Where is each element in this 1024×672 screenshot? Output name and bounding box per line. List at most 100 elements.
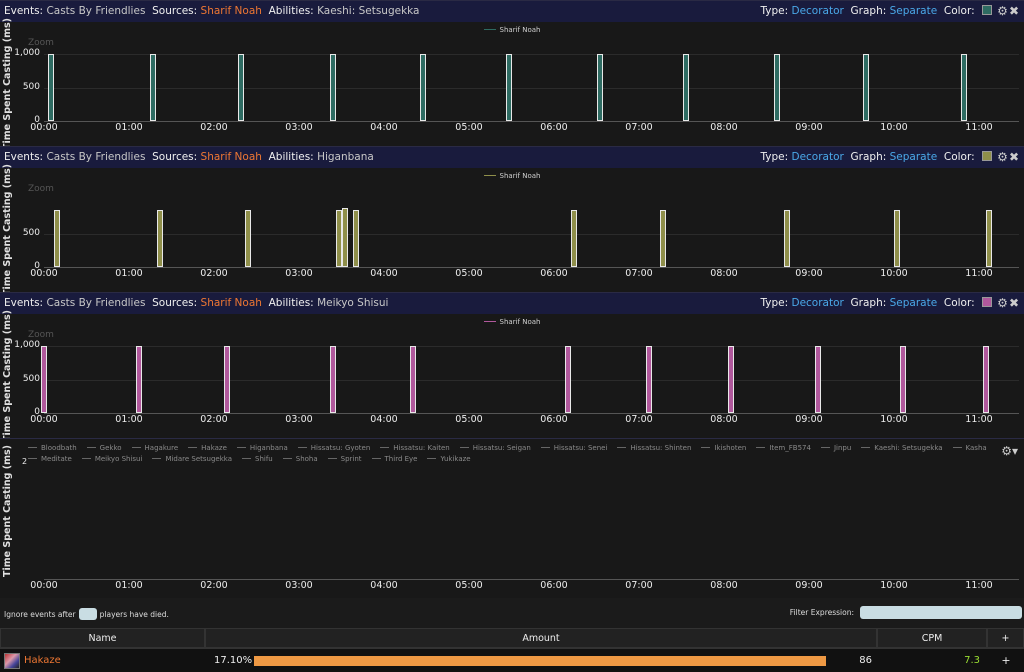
data-bar[interactable] <box>352 210 359 267</box>
data-bar[interactable] <box>983 346 990 413</box>
data-bar[interactable] <box>683 54 689 121</box>
gear-icon[interactable]: ⚙▾ <box>1001 444 1018 458</box>
filter-expression-input[interactable] <box>860 606 1022 619</box>
type-value[interactable]: Decorator <box>791 151 844 163</box>
legend-item[interactable]: Midare Setsugekka <box>152 454 232 465</box>
legend-item[interactable]: Gekko <box>87 443 122 454</box>
data-bar[interactable] <box>773 54 780 121</box>
close-icon[interactable]: ✖ <box>1008 150 1020 164</box>
table-row[interactable]: Hakaze 17.10% 86 7.3 + <box>0 648 1024 672</box>
data-bar[interactable] <box>899 346 906 413</box>
x-tick-label: 10:00 <box>880 414 908 425</box>
column-header-plus[interactable]: + <box>987 628 1024 648</box>
legend-item[interactable]: Hissatsu: Seigan <box>460 443 531 454</box>
graph-value[interactable]: Separate <box>889 5 938 17</box>
legend-item[interactable]: Jinpu <box>821 443 851 454</box>
legend-item[interactable]: Ikishoten <box>701 443 746 454</box>
close-icon[interactable]: ✖ <box>1008 296 1020 310</box>
data-bar[interactable] <box>150 54 157 121</box>
events-value[interactable]: Casts By Friendlies <box>46 5 146 17</box>
legend-item[interactable]: Kaeshi: Setsugekka <box>861 443 942 454</box>
zoom-label[interactable]: Zoom <box>28 184 54 194</box>
events-value[interactable]: Casts By Friendlies <box>46 151 146 163</box>
data-bar[interactable] <box>335 210 342 267</box>
sources-value[interactable]: Sharif Noah <box>200 151 262 163</box>
data-bar[interactable] <box>986 210 993 267</box>
ignore-count-input[interactable] <box>78 608 97 620</box>
data-bar[interactable] <box>341 208 348 267</box>
legend-item[interactable]: Sprint <box>328 454 362 465</box>
type-value[interactable]: Decorator <box>791 297 844 309</box>
data-bar[interactable] <box>238 54 245 121</box>
legend-item[interactable]: Third Eye <box>372 454 418 465</box>
data-bar[interactable] <box>419 54 426 121</box>
data-bar[interactable] <box>646 346 653 413</box>
data-bar[interactable] <box>224 346 230 413</box>
close-icon[interactable]: ✖ <box>1008 4 1020 18</box>
legend-item[interactable]: Item_FB574 <box>756 443 811 454</box>
data-bar[interactable] <box>565 346 572 413</box>
color-swatch[interactable] <box>982 297 992 307</box>
legend-item[interactable]: Hagakure <box>132 443 179 454</box>
abilities-value[interactable]: Meikyo Shisui <box>317 297 389 309</box>
legend-item[interactable]: Hakaze <box>188 443 227 454</box>
expand-row-button[interactable]: + <box>1001 654 1011 667</box>
graph-value[interactable]: Separate <box>889 297 938 309</box>
data-bar[interactable] <box>136 346 143 413</box>
gear-icon[interactable]: ⚙ <box>997 296 1009 310</box>
color-swatch[interactable] <box>982 5 992 15</box>
gear-icon[interactable]: ⚙ <box>997 150 1009 164</box>
data-bar[interactable] <box>960 54 967 121</box>
ability-name[interactable]: Hakaze <box>24 655 61 666</box>
events-value[interactable]: Casts By Friendlies <box>46 297 146 309</box>
gear-icon[interactable]: ⚙ <box>997 4 1009 18</box>
data-bar[interactable] <box>783 210 790 267</box>
graph-value[interactable]: Separate <box>889 151 938 163</box>
overview-graph[interactable]: Bloodbath Gekko Hagakure Hakaze Higanbana His… <box>0 438 1024 598</box>
legend-item[interactable]: Hissatsu: Kaiten <box>380 443 449 454</box>
legend-item[interactable]: Shifu <box>242 454 273 465</box>
data-bar[interactable] <box>814 346 821 413</box>
overview-x-tick-label: 04:00 <box>370 580 398 591</box>
bar-chart[interactable]: Sharif Noah Zoom Time Spent Casting (ms)… <box>0 310 1024 442</box>
data-bar[interactable] <box>330 54 337 121</box>
data-bar[interactable] <box>596 54 603 121</box>
column-header-cpm[interactable]: CPM <box>877 628 987 648</box>
zoom-label[interactable]: Zoom <box>28 330 54 340</box>
abilities-value[interactable]: Kaeshi: Setsugekka <box>317 5 420 17</box>
data-bar[interactable] <box>409 346 416 413</box>
legend-item[interactable]: Bloodbath <box>28 443 77 454</box>
legend-item[interactable]: Meikyo Shisui <box>82 454 143 465</box>
legend-item[interactable]: Meditate <box>28 454 72 465</box>
data-bar[interactable] <box>571 210 578 267</box>
data-bar[interactable] <box>894 210 901 267</box>
data-bar[interactable] <box>48 54 55 121</box>
data-bar[interactable] <box>157 210 164 267</box>
color-swatch[interactable] <box>982 151 992 161</box>
data-bar[interactable] <box>728 346 735 413</box>
legend-item[interactable]: Yukikaze <box>427 454 470 465</box>
bar-chart[interactable]: Sharif Noah Zoom Time Spent Casting (ms)… <box>0 18 1024 150</box>
abilities-value[interactable]: Higanbana <box>317 151 374 163</box>
data-bar[interactable] <box>54 210 60 267</box>
data-bar[interactable] <box>330 346 337 413</box>
bar-chart[interactable]: Sharif Noah Zoom Time Spent Casting (ms)… <box>0 164 1024 296</box>
legend-item[interactable]: Hissatsu: Senei <box>541 443 608 454</box>
column-header-amount[interactable]: Amount <box>205 628 877 648</box>
data-bar[interactable] <box>41 346 48 413</box>
legend-item[interactable]: Hissatsu: Shinten <box>617 443 691 454</box>
data-bar[interactable] <box>245 210 252 267</box>
legend-item[interactable]: Higanbana <box>237 443 288 454</box>
legend-item[interactable]: Shoha <box>283 454 318 465</box>
sources-value[interactable]: Sharif Noah <box>200 5 262 17</box>
overview-y-tick: 2 <box>22 457 28 466</box>
column-header-name[interactable]: Name <box>0 628 205 648</box>
sources-value[interactable]: Sharif Noah <box>200 297 262 309</box>
zoom-label[interactable]: Zoom <box>28 38 54 48</box>
legend-item[interactable]: Hissatsu: Gyoten <box>298 443 371 454</box>
data-bar[interactable] <box>862 54 869 121</box>
data-bar[interactable] <box>660 210 667 267</box>
legend-item[interactable]: Kasha <box>953 443 987 454</box>
type-value[interactable]: Decorator <box>791 5 844 17</box>
data-bar[interactable] <box>505 54 512 121</box>
